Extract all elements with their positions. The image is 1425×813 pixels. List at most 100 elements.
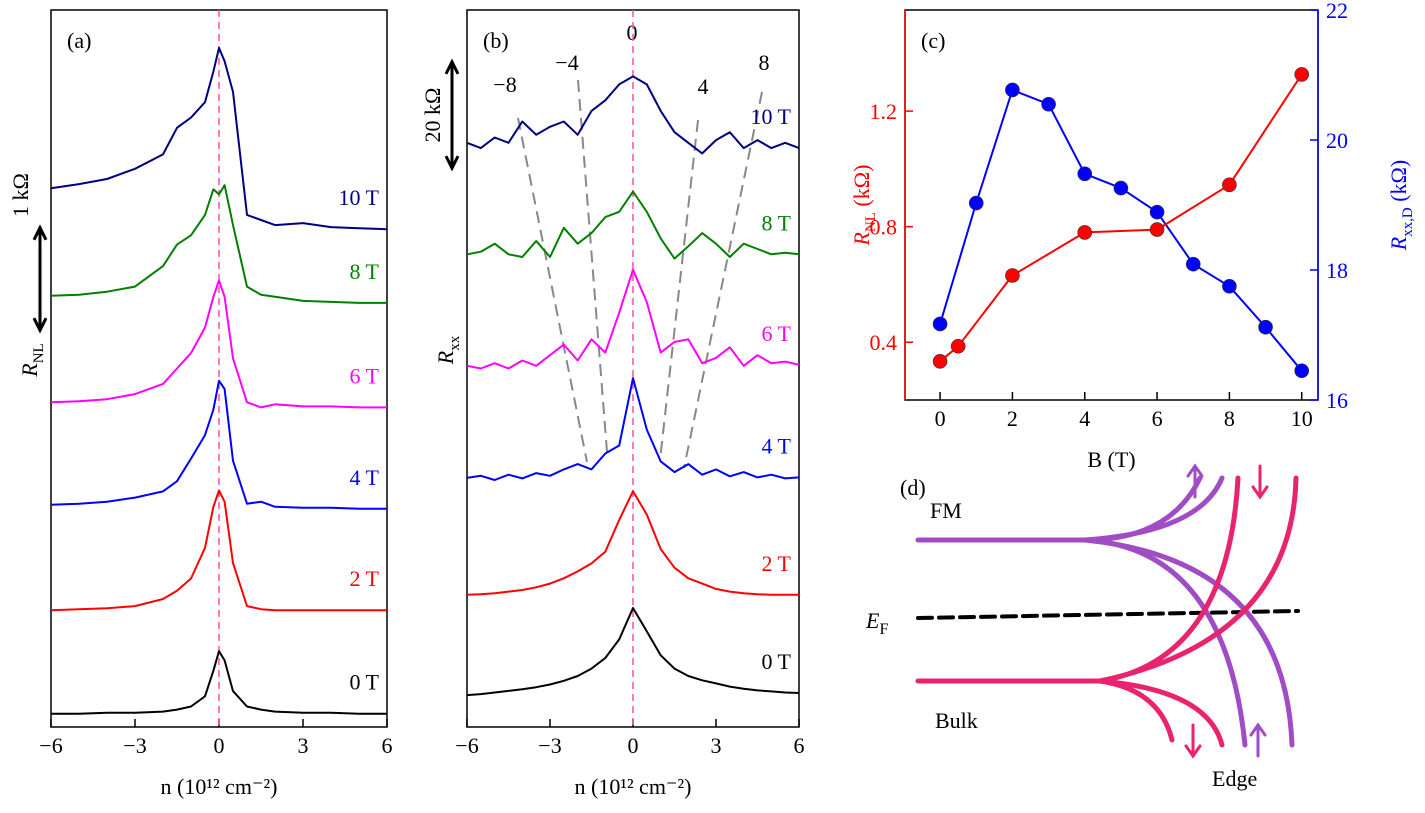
data-point	[1222, 278, 1237, 294]
series-line	[466, 75, 800, 155]
band	[1097, 475, 1299, 684]
x-axis-label: n (10¹² cm⁻²)	[161, 774, 278, 799]
fm-bands	[915, 475, 1295, 748]
x-tick-label: 4	[1079, 406, 1090, 431]
fermi-level	[916, 609, 1300, 620]
guide-label: 4	[698, 74, 709, 99]
band	[1097, 678, 1225, 748]
plot-frame	[466, 9, 800, 728]
panel-label: (a)	[67, 28, 91, 53]
y-axis-label-main: R	[17, 363, 42, 378]
data-point	[1294, 363, 1310, 379]
data-point	[1005, 268, 1020, 283]
spin-down	[1251, 464, 1269, 500]
y2-axis-label-unit: (kΩ)	[1386, 160, 1411, 208]
x-tick-label: 3	[711, 733, 722, 758]
x-tick-label: 0	[214, 733, 225, 758]
bulk-bands	[915, 475, 1299, 748]
data-point	[932, 353, 948, 369]
plot-frame	[50, 9, 388, 728]
data-point	[968, 195, 984, 211]
scale-bar-label: 20 kΩ	[420, 88, 445, 143]
band	[1097, 475, 1241, 684]
x-tick-label: 10	[1291, 406, 1313, 431]
data-point	[1258, 319, 1273, 335]
band-diagram: (d) FM Bulk EF Edge	[865, 463, 1300, 791]
series-line	[51, 650, 387, 715]
panel-label: (b)	[483, 28, 509, 53]
y-axis-label-sub: NL	[863, 212, 879, 232]
spin-arrows	[1184, 463, 1269, 759]
series-line	[939, 73, 1303, 363]
band	[1082, 475, 1225, 543]
series-label: 2 T	[349, 566, 379, 591]
x-tick-label: 6	[1152, 406, 1163, 431]
guide-label: −8	[493, 72, 516, 97]
y2-tick-label: 20	[1326, 128, 1348, 153]
y-tick-label: 0.8	[870, 215, 898, 240]
y2-tick-label: 16	[1326, 388, 1348, 413]
guide-line	[577, 79, 608, 453]
x-tick-label: −6	[39, 733, 62, 758]
y2-tick-label: 22	[1326, 0, 1348, 23]
data-point	[1222, 177, 1237, 193]
spin-up	[1249, 722, 1267, 758]
series-line	[466, 490, 799, 596]
y-axis-label-main: R	[433, 350, 458, 365]
y-axis-label: Rxx	[433, 335, 463, 365]
series-label: 0 T	[761, 649, 791, 674]
series-label: 6 T	[761, 321, 791, 346]
x-tick-label: 0	[935, 406, 946, 431]
band	[1082, 537, 1295, 748]
series-label: 4 T	[349, 465, 379, 490]
data-point	[950, 338, 966, 354]
spin-up	[1186, 463, 1204, 499]
series-label: 8 T	[761, 210, 791, 235]
guide-label: −4	[555, 50, 578, 75]
guide-label: 8	[759, 50, 770, 75]
data-point	[1041, 96, 1056, 112]
series-line	[466, 268, 800, 370]
series-line	[50, 489, 387, 612]
x-axis-label: n (10¹² cm⁻²)	[575, 774, 692, 799]
x-tick-label: 3	[298, 733, 309, 758]
data-point	[1149, 222, 1165, 237]
x-axis-label: B (T)	[1087, 447, 1135, 472]
x-tick-label: −3	[538, 733, 561, 758]
y-axis-label-main: R	[849, 231, 874, 246]
series-label: 8 T	[349, 259, 379, 284]
guide-line	[683, 91, 763, 469]
y2-tick-label: 18	[1326, 258, 1348, 283]
series-line	[50, 279, 387, 409]
series-label: 4 T	[761, 433, 791, 458]
x-tick-label: 8	[1224, 406, 1235, 431]
edge-label: Edge	[1212, 766, 1257, 791]
guide-line	[517, 117, 588, 463]
data-point	[1077, 225, 1093, 240]
series-line	[50, 184, 387, 304]
panel-label: (c)	[921, 28, 945, 53]
data-point	[1185, 256, 1201, 272]
series-line	[466, 377, 800, 481]
guide-label: 0	[627, 20, 638, 45]
x-tick-label: −6	[455, 733, 478, 758]
x-tick-label: 2	[1007, 406, 1018, 431]
series-label: 6 T	[349, 363, 379, 388]
series-label: 10 T	[750, 104, 791, 129]
bulk-label: Bulk	[935, 708, 978, 733]
y-axis-label: RNL (kΩ)	[849, 165, 879, 247]
y-tick-label: 0.4	[870, 330, 898, 355]
data-point	[1113, 180, 1129, 196]
series-label: 10 T	[338, 185, 379, 210]
y-axis-label-unit: (kΩ)	[849, 165, 874, 213]
y2-axis-label: Rxx,D (kΩ)	[1386, 160, 1416, 251]
fermi-sub: F	[879, 621, 888, 638]
data-point	[1005, 82, 1020, 98]
y-tick-label: 1.2	[870, 99, 898, 124]
series-line	[466, 190, 800, 260]
x-tick-label: 0	[628, 733, 639, 758]
x-tick-label: 6	[382, 733, 393, 758]
series-label: 0 T	[349, 670, 379, 695]
